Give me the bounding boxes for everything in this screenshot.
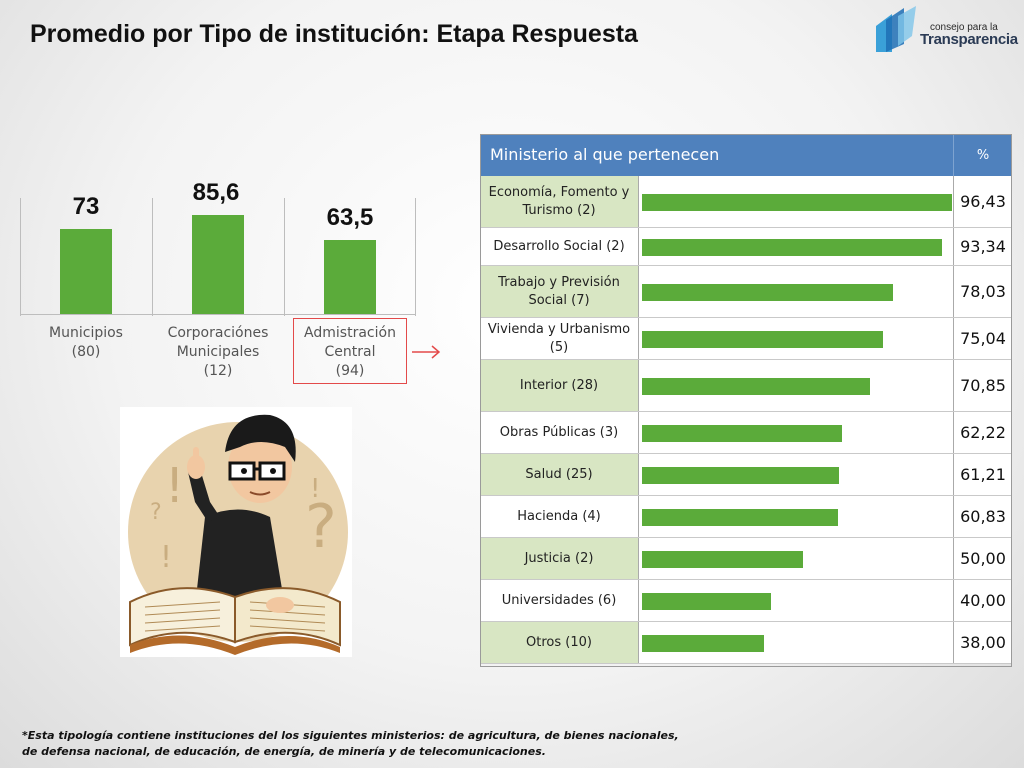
- row-bar: [642, 239, 943, 256]
- row-bar: [642, 425, 843, 442]
- chart-divider: [415, 198, 416, 316]
- row-label: Universidades (6): [480, 580, 638, 621]
- category-label-line: Municipios: [49, 325, 123, 341]
- row-value: 62,22: [954, 412, 1012, 453]
- row-label: Economía, Fomento y Turismo (2): [480, 176, 638, 227]
- row-bar: [642, 378, 870, 395]
- chart-divider: [20, 198, 21, 316]
- category-label-line: Admistración: [304, 325, 396, 341]
- table-row: Universidades (6) 40,00: [480, 580, 1012, 622]
- row-label: Justicia (2): [480, 538, 638, 579]
- row-bar-cell: [638, 266, 954, 317]
- highlight-box: [293, 318, 407, 384]
- row-label: Obras Públicas (3): [480, 412, 638, 453]
- svg-text:?: ?: [150, 500, 162, 525]
- row-bar-cell: [638, 360, 954, 411]
- row-label: Vivienda y Urbanismo (5): [480, 318, 638, 359]
- row-bar: [642, 284, 893, 301]
- header-pct: %: [976, 148, 990, 163]
- row-value: 50,00: [954, 538, 1012, 579]
- arrow-icon: [412, 345, 441, 359]
- logo-text: Transparencia: [920, 31, 1018, 48]
- category-label-line: Municipales: [176, 344, 260, 360]
- row-value: 70,85: [954, 360, 1012, 411]
- column-category-label: Corporaciónes Municipales (12): [153, 324, 283, 381]
- table-row: Salud (25) 61,21: [480, 454, 1012, 496]
- column-value-label: 63,5: [326, 204, 374, 232]
- column-category-label: Municipios (80): [21, 324, 151, 362]
- row-bar: [642, 331, 884, 348]
- table-row: Obras Públicas (3) 62,22: [480, 412, 1012, 454]
- footnote: *Esta tipología contiene instituciones d…: [22, 728, 722, 760]
- table-row: Interior (28) 70,85: [480, 360, 1012, 412]
- svg-text:!: !: [165, 458, 184, 514]
- row-bar-cell: [638, 496, 954, 537]
- chart-divider: [284, 198, 285, 316]
- row-bar-cell: [638, 228, 954, 265]
- logo-icon: [876, 6, 916, 52]
- row-label: Trabajo y Previsión Social (7): [480, 266, 638, 317]
- row-label: Desarrollo Social (2): [480, 228, 638, 265]
- category-label-line: (94): [335, 363, 365, 379]
- row-value: 96,43: [954, 176, 1012, 227]
- row-bar-cell: [638, 622, 954, 663]
- table-row: Desarrollo Social (2) 93,34: [480, 228, 1012, 266]
- row-label: Salud (25): [480, 454, 638, 495]
- category-label-line: Corporaciónes: [167, 325, 269, 341]
- row-bar-cell: [638, 176, 954, 227]
- row-bar: [642, 593, 771, 610]
- row-bar: [642, 551, 803, 568]
- category-label-line: Central: [324, 344, 376, 360]
- chart-baseline: [20, 314, 416, 315]
- table-row: Hacienda (4) 60,83: [480, 496, 1012, 538]
- svg-text:?: ?: [305, 492, 337, 562]
- row-label: Otros (10): [480, 622, 638, 663]
- row-bar-cell: [638, 412, 954, 453]
- category-label-line: (80): [71, 344, 101, 360]
- table-row: Justicia (2) 50,00: [480, 538, 1012, 580]
- chart-divider: [152, 198, 153, 316]
- table-row: Trabajo y Previsión Social (7) 78,03: [480, 266, 1012, 318]
- row-bar: [642, 467, 839, 484]
- column-category-label: Admistración Central (94): [285, 324, 415, 381]
- row-value: 93,34: [954, 228, 1012, 265]
- row-bar: [642, 194, 952, 211]
- row-label: Hacienda (4): [480, 496, 638, 537]
- logo-subtext: consejo para la: [930, 22, 998, 33]
- row-value: 40,00: [954, 580, 1012, 621]
- row-bar-cell: [638, 454, 954, 495]
- row-value: 78,03: [954, 266, 1012, 317]
- svg-text:!: !: [310, 474, 320, 504]
- table-row: Vivienda y Urbanismo (5) 75,04: [480, 318, 1012, 360]
- row-value: 38,00: [954, 622, 1012, 663]
- row-bar: [642, 509, 838, 526]
- footnote-line-2: de defensa nacional, de educación, de en…: [22, 745, 546, 758]
- row-bar: [642, 635, 765, 652]
- row-bar-cell: [638, 538, 954, 579]
- header-label: Ministerio al que pertenecen: [490, 145, 720, 164]
- row-label: Interior (28): [480, 360, 638, 411]
- table-row: Economía, Fomento y Turismo (2) 96,43: [480, 176, 1012, 228]
- row-bar-cell: [638, 580, 954, 621]
- column-bar: [192, 214, 244, 314]
- row-value: 60,83: [954, 496, 1012, 537]
- column-value-label: 85,6: [192, 178, 240, 206]
- column-value-label: 73: [72, 193, 100, 221]
- category-label-line: (12): [203, 363, 233, 379]
- column-bar: [324, 240, 376, 314]
- column-bar: [60, 229, 112, 314]
- table-row: Otros (10) 38,00: [480, 622, 1012, 664]
- table-header: Ministerio al que pertenecen %: [480, 134, 1012, 176]
- thinking-student-illustration: ! ? ! ? !: [120, 407, 352, 657]
- svg-text:!: !: [160, 540, 172, 575]
- row-value: 75,04: [954, 318, 1012, 359]
- row-value: 61,21: [954, 454, 1012, 495]
- page-title: Promedio por Tipo de institución: Etapa …: [30, 20, 638, 48]
- row-bar-cell: [638, 318, 954, 359]
- footnote-line-1: *Esta tipología contiene instituciones d…: [22, 729, 679, 742]
